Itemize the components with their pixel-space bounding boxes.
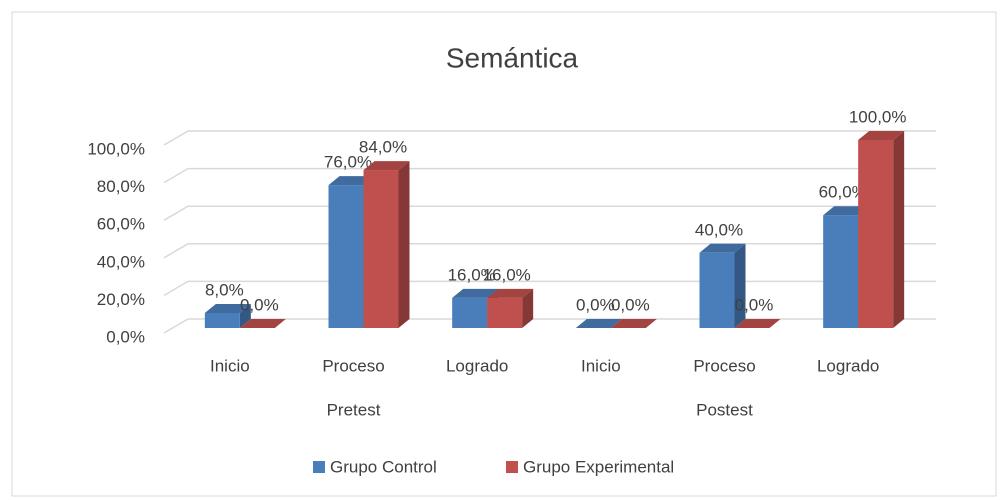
bar-top	[328, 176, 375, 186]
bar-side	[522, 288, 534, 328]
bar	[487, 297, 523, 328]
data-label: 60,0%	[819, 183, 867, 202]
bar-side	[893, 131, 905, 328]
grid-line	[163, 280, 936, 297]
bar-top	[823, 206, 870, 216]
x-tick-label: Logrado	[446, 356, 508, 375]
data-label: 76,0%	[324, 153, 372, 172]
data-label: 0,0%	[735, 295, 774, 314]
chart-title: Semántica	[446, 42, 579, 73]
y-tick-label: 0,0%	[106, 327, 145, 346]
group-label: Postest	[696, 400, 753, 419]
data-label: 0,0%	[576, 295, 615, 314]
bar	[452, 297, 488, 328]
data-label: 16,0%	[448, 265, 496, 284]
grid-line	[163, 167, 936, 184]
x-tick-label: Proceso	[322, 356, 384, 375]
bar-top	[239, 319, 286, 328]
x-tick-label: Inicio	[210, 356, 250, 375]
bar-side	[398, 161, 410, 328]
bar-top	[487, 288, 534, 298]
y-tick-label: 40,0%	[97, 252, 145, 271]
bar-top	[699, 243, 746, 253]
grid-line	[163, 130, 936, 146]
bar	[204, 312, 240, 328]
x-tick-label: Logrado	[817, 356, 879, 375]
bar-side	[239, 303, 251, 328]
bar-top	[858, 131, 905, 140]
y-tick-label: 60,0%	[97, 215, 145, 234]
data-label: 0,0%	[611, 295, 650, 314]
data-label: 100,0%	[849, 107, 907, 126]
group-label: Pretest	[327, 400, 381, 419]
legend-swatch	[313, 461, 325, 473]
x-tick-label: Proceso	[693, 356, 755, 375]
data-label: 84,0%	[359, 138, 407, 157]
y-tick-label: 80,0%	[97, 177, 145, 196]
legend-label: Grupo Control	[330, 457, 437, 476]
grid-line	[163, 243, 936, 259]
y-tick-label: 20,0%	[97, 290, 145, 309]
legend-label: Grupo Experimental	[523, 457, 674, 476]
data-label: 8,0%	[205, 280, 244, 299]
bar-top	[204, 303, 251, 313]
bar-side	[734, 243, 746, 328]
bar-top	[610, 319, 657, 328]
data-label: 0,0%	[240, 295, 279, 314]
bar	[328, 185, 364, 328]
grid-line	[163, 318, 936, 334]
bar	[823, 215, 859, 328]
bar	[699, 252, 735, 328]
grid-line	[163, 205, 936, 221]
bar	[858, 140, 894, 328]
bar-top	[575, 319, 622, 328]
bar-top	[734, 319, 781, 328]
bar-top	[363, 161, 410, 171]
y-tick-label: 100,0%	[87, 139, 145, 158]
data-label: 16,0%	[483, 265, 531, 284]
legend-swatch	[506, 461, 518, 473]
bar-top	[452, 288, 499, 298]
x-tick-label: Inicio	[581, 356, 621, 375]
data-label: 40,0%	[695, 220, 743, 239]
bar	[363, 170, 399, 328]
